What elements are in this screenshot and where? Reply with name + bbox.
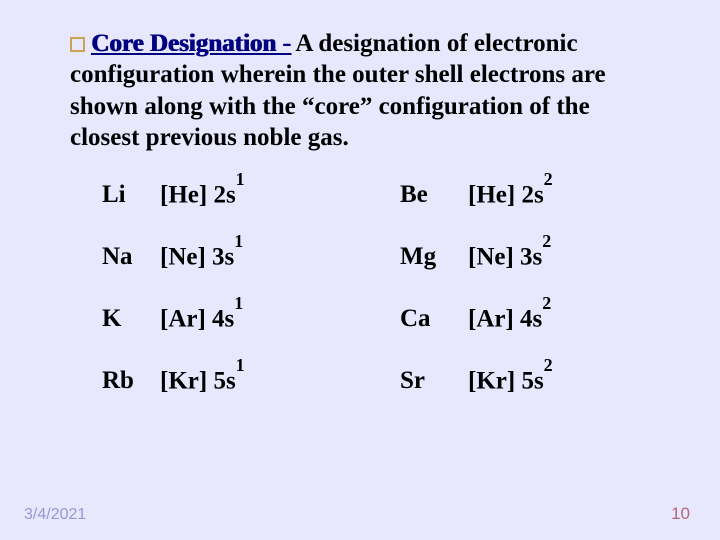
element-configuration: [Ar] 4s1 [160,301,400,363]
element-symbol: Rb [102,363,160,425]
element-configuration: [He] 2s2 [468,177,628,239]
element-configuration: [Kr] 5s1 [160,363,400,425]
element-symbol: Na [102,239,160,301]
element-symbol: Ca [400,301,468,363]
table-row: K[Ar] 4s1Ca[Ar] 4s2 [102,301,628,363]
element-configuration: [Kr] 5s2 [468,363,628,425]
bullet-square-icon [70,37,85,52]
table-row: Li[He] 2s1Be[He] 2s2 [102,177,628,239]
element-configuration: [Ne] 3s1 [160,239,400,301]
element-configuration: [He] 2s1 [160,177,400,239]
slide: Core Designation - A designation of elec… [0,0,720,540]
element-symbol: K [102,301,160,363]
element-symbol: Mg [400,239,468,301]
table-row: Na[Ne] 3s1Mg[Ne] 3s2 [102,239,628,301]
definition-term: Core Designation - [91,30,291,57]
element-symbol: Sr [400,363,468,425]
definition-paragraph: Core Designation - A designation of elec… [70,28,660,153]
element-symbol: Li [102,177,160,239]
footer-date: 3/4/2021 [24,506,86,524]
table-row: Rb[Kr] 5s1Sr[Kr] 5s2 [102,363,628,425]
element-configuration: [Ar] 4s2 [468,301,628,363]
configurations-table: Li[He] 2s1Be[He] 2s2Na[Ne] 3s1Mg[Ne] 3s2… [102,177,660,425]
element-configuration: [Ne] 3s2 [468,239,628,301]
element-symbol: Be [400,177,468,239]
footer-page-number: 10 [671,504,690,524]
